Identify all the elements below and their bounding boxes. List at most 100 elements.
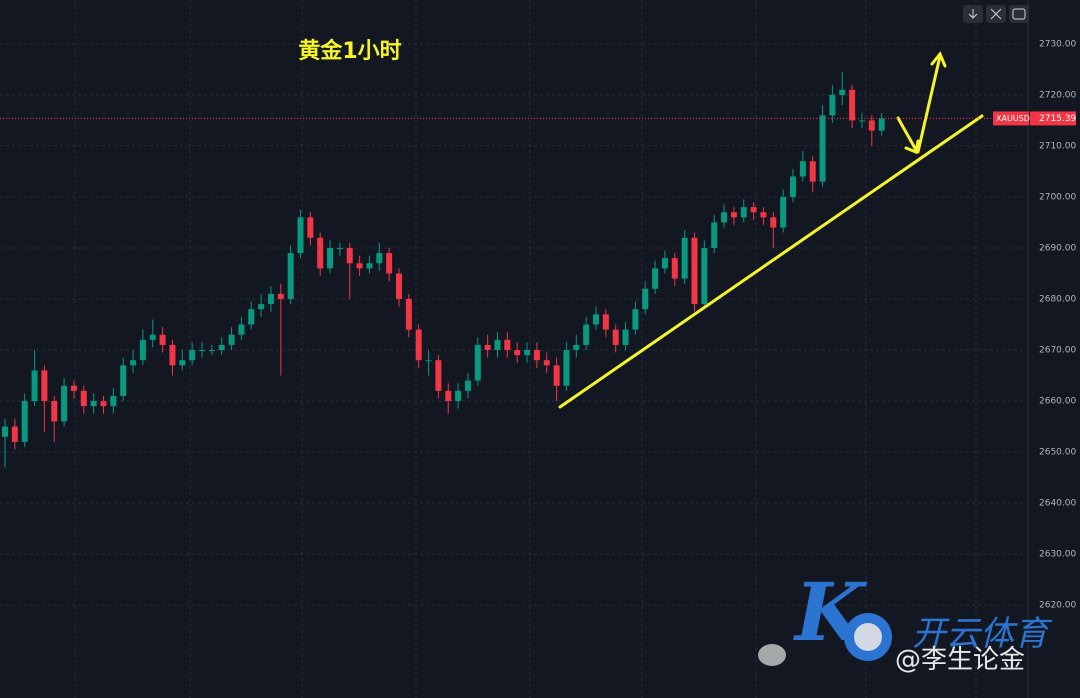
candle-body xyxy=(248,309,255,325)
candle-body xyxy=(21,401,28,442)
candle-body xyxy=(464,380,471,391)
icon xyxy=(990,8,1002,20)
candle-body xyxy=(435,360,442,391)
candle-body xyxy=(425,360,432,362)
candle-body xyxy=(396,273,402,299)
y-tick-label: 2700.00 xyxy=(1039,192,1076,202)
candle-body xyxy=(652,268,659,289)
candle-body xyxy=(149,334,156,340)
candle-body xyxy=(740,207,747,218)
candle-body xyxy=(2,426,8,437)
y-tick-label: 2710.00 xyxy=(1039,141,1076,151)
candle-body xyxy=(661,258,668,269)
candle-body xyxy=(632,309,639,330)
candle-body xyxy=(829,94,836,116)
candle-body xyxy=(445,390,452,402)
candle-body xyxy=(514,350,521,356)
candle-body xyxy=(593,314,599,325)
candle-body xyxy=(218,344,225,351)
candle-body xyxy=(543,360,550,366)
y-tick-label: 2630.00 xyxy=(1039,550,1076,560)
candle-body xyxy=(376,253,383,264)
candle-body xyxy=(327,247,334,269)
wechat-icon xyxy=(758,644,786,666)
candle-body xyxy=(780,196,787,228)
candle-body xyxy=(297,217,304,254)
candle-body xyxy=(681,237,688,279)
candle-body xyxy=(100,401,107,407)
candle-body xyxy=(110,395,117,407)
candle-body xyxy=(405,298,412,330)
candle-body xyxy=(760,212,767,218)
candle-body xyxy=(208,350,215,352)
author: @李生论金 xyxy=(895,645,1025,675)
y-tick-label: 2620.00 xyxy=(1039,601,1076,611)
candle-body xyxy=(474,344,481,381)
symbol-label: XAUUSD xyxy=(996,114,1030,123)
candle-body xyxy=(61,385,68,422)
candle-body xyxy=(199,350,205,352)
last-price-label: 2715.39 xyxy=(1039,114,1076,124)
candle-body xyxy=(189,350,196,361)
candle-body xyxy=(238,324,245,335)
candle-body xyxy=(120,365,127,396)
candle-body xyxy=(642,288,649,310)
candle-body xyxy=(790,176,796,197)
y-tick-label: 2720.00 xyxy=(1039,90,1076,100)
y-tick-label: 2690.00 xyxy=(1039,243,1076,253)
candle-body xyxy=(11,426,18,442)
candle-body xyxy=(267,293,274,305)
candle-body xyxy=(533,350,540,361)
candle-body xyxy=(799,161,806,177)
brand: 开云体育 xyxy=(912,614,1053,654)
candle-body xyxy=(356,263,363,269)
candle-body xyxy=(622,329,629,345)
y-tick-label: 2730.00 xyxy=(1039,39,1076,49)
candle-body xyxy=(878,118,885,131)
candle-body xyxy=(583,324,590,345)
candle-body xyxy=(228,334,235,345)
candle-body xyxy=(455,390,462,402)
candle-body xyxy=(179,360,186,366)
candle-body xyxy=(563,350,570,386)
candle-body xyxy=(701,247,708,305)
candle-body xyxy=(415,329,422,361)
candle-body xyxy=(317,237,324,269)
candle-body xyxy=(602,314,609,330)
candle-body xyxy=(770,217,777,228)
y-tick-label: 2680.00 xyxy=(1039,294,1076,304)
candle-body xyxy=(130,360,137,366)
candle-body xyxy=(504,339,511,351)
candle-body xyxy=(41,370,48,402)
candle-body xyxy=(858,120,865,122)
candle-body xyxy=(169,344,176,366)
candle-body xyxy=(31,370,38,402)
y-tick-label: 2660.00 xyxy=(1039,397,1076,407)
toolbar[interactable] xyxy=(963,5,1029,23)
candle-body xyxy=(277,293,284,299)
candle-body xyxy=(307,217,314,238)
candle-body xyxy=(730,212,737,218)
candle-body xyxy=(159,334,166,345)
icon xyxy=(1012,8,1026,20)
candle-body xyxy=(336,247,343,249)
candle-body xyxy=(612,329,619,345)
candle-body xyxy=(70,385,77,391)
candle-body xyxy=(691,237,698,305)
trendline-drawing xyxy=(558,51,984,409)
candle-body xyxy=(573,344,580,351)
candle-body xyxy=(750,207,757,213)
price-box xyxy=(1030,111,1076,126)
candle-body xyxy=(553,365,560,386)
y-tick-label: 2670.00 xyxy=(1039,346,1076,356)
symbol-box xyxy=(993,111,1029,126)
candle-body xyxy=(849,89,856,121)
logo-ball xyxy=(854,623,882,651)
candle-body xyxy=(524,350,531,356)
candle-body xyxy=(51,401,58,422)
fullscreen-button[interactable] xyxy=(1009,5,1029,23)
candle-body xyxy=(80,390,87,407)
candle-body xyxy=(287,253,294,299)
